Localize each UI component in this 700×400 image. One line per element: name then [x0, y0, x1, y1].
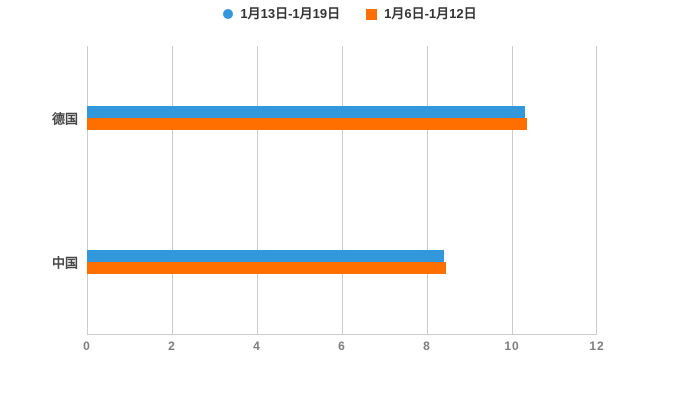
x-tick-label: 0: [83, 339, 91, 353]
x-tick-label: 2: [168, 339, 176, 353]
gridline: [596, 46, 597, 334]
gridline: [426, 46, 428, 334]
legend-item-jan13-19[interactable]: 1月13日-1月19日: [223, 5, 340, 23]
x-tick-label: 10: [504, 339, 520, 353]
gridline: [341, 46, 343, 334]
legend-circle-marker-icon: [223, 9, 234, 19]
legend-square-marker-icon: [366, 8, 378, 20]
y-axis-label: 德国: [51, 111, 78, 127]
legend: 1月13日-1月19日 1月6日-1月12日: [0, 5, 700, 23]
gridline: [256, 46, 258, 334]
plot-area: 0 2 4 6 8 10 12: [83, 46, 604, 353]
bar: [87, 250, 444, 262]
gridline: [511, 46, 513, 334]
bar: [87, 118, 527, 130]
gridline: [171, 46, 173, 334]
x-tick-label: 12: [589, 339, 605, 353]
x-tick-label: 8: [423, 339, 431, 353]
y-axis-label: 中国: [51, 255, 78, 271]
x-tick-label: 6: [338, 339, 346, 353]
x-tick-label: 4: [253, 339, 261, 353]
legend-label: 1月13日-1月19日: [240, 6, 341, 21]
legend-label: 1月6日-1月12日: [384, 6, 477, 21]
legend-item-jan6-12[interactable]: 1月6日-1月12日: [366, 5, 477, 23]
bar: [87, 262, 447, 274]
bar: [87, 106, 525, 118]
gridline: [87, 46, 88, 334]
